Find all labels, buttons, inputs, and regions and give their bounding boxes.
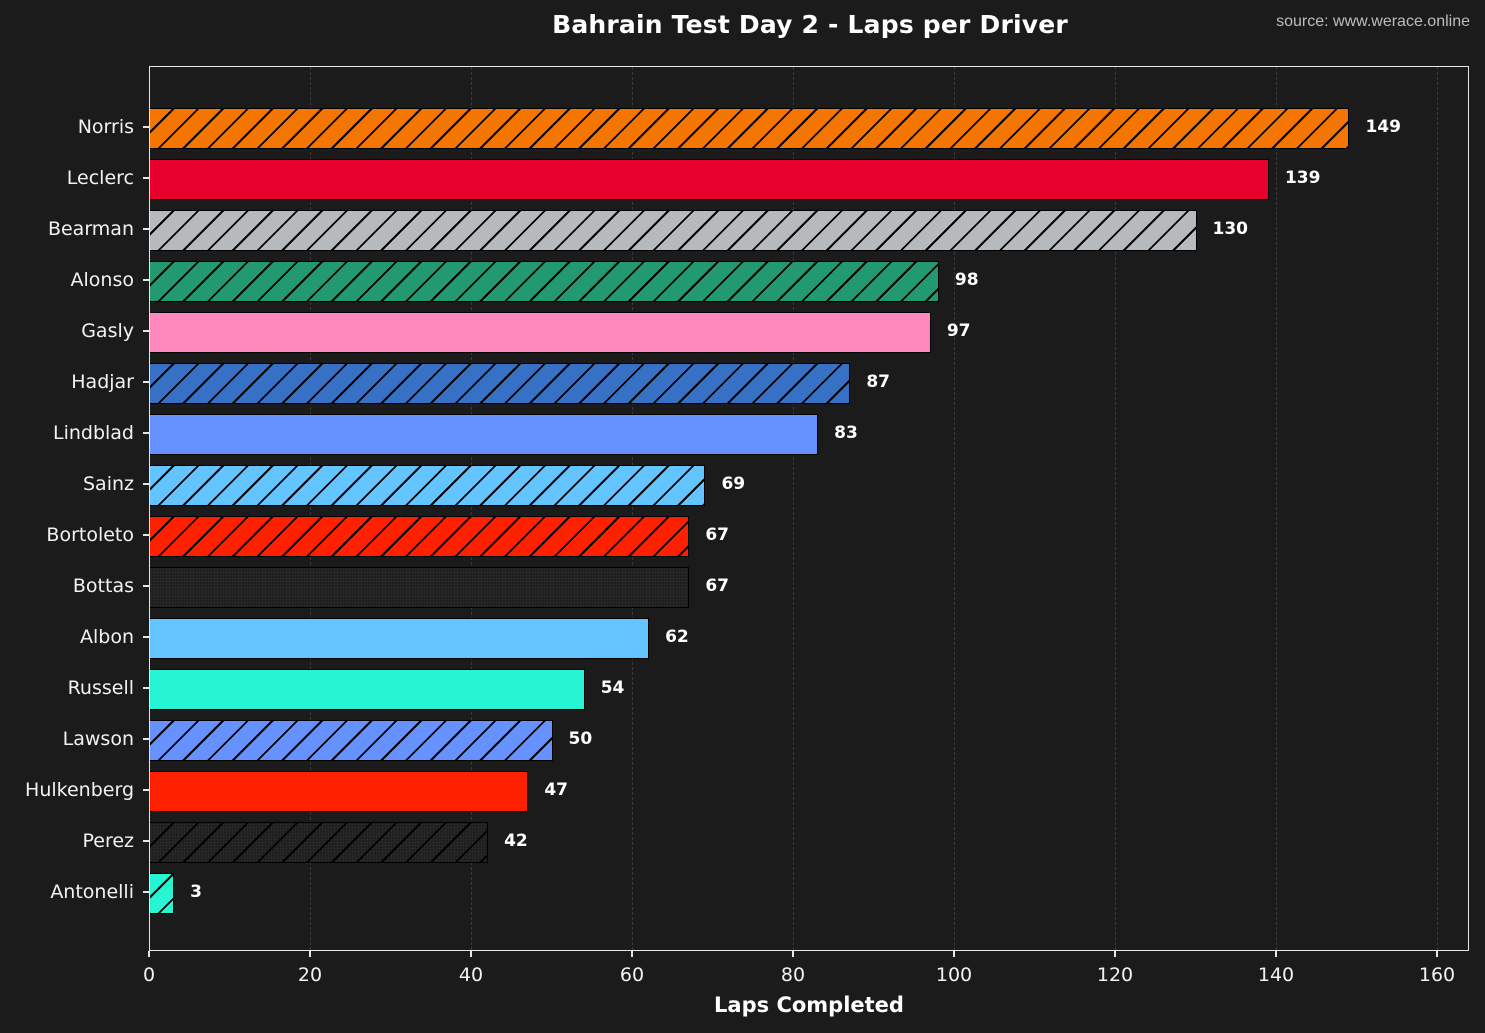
y-tick-label: Antonelli (50, 881, 134, 903)
y-tick-label: Alonso (70, 269, 134, 291)
y-tick (143, 177, 149, 179)
x-tick (1275, 951, 1277, 957)
bar-value-label: 3 (190, 882, 202, 902)
y-tick-label: Albon (79, 626, 134, 648)
bar-perez (150, 821, 489, 863)
bar-value-label: 69 (721, 474, 746, 494)
bar-value-label: 149 (1365, 117, 1401, 137)
bar-leclerc (150, 158, 1269, 200)
x-tick-label: 120 (1096, 964, 1134, 986)
bar-value-label: 67 (705, 525, 730, 545)
bar-value-label: 97 (946, 321, 971, 341)
y-tick-label: Hulkenberg (25, 779, 134, 801)
bar-value-label: 83 (834, 423, 858, 443)
y-tick-label: Hadjar (71, 371, 134, 393)
bar-lawson (150, 719, 553, 761)
y-tick (143, 381, 149, 383)
y-tick (143, 279, 149, 281)
gridline (1276, 67, 1277, 950)
y-tick-label: Bearman (47, 218, 134, 240)
bar-bottas (150, 566, 690, 608)
x-tick (953, 951, 955, 957)
gridline (1115, 67, 1116, 950)
bar-hulkenberg (150, 770, 529, 812)
x-tick-label: 60 (619, 964, 645, 986)
y-tick (143, 330, 149, 332)
bar-value-label: 42 (504, 831, 528, 851)
y-tick-label: Norris (77, 116, 134, 138)
x-tick-label: 0 (142, 964, 156, 986)
y-tick (143, 738, 149, 740)
bar-albon (150, 617, 650, 659)
x-tick (1114, 951, 1116, 957)
y-tick (143, 636, 149, 638)
x-tick (1436, 951, 1438, 957)
bar-norris (150, 107, 1350, 149)
x-tick-label: 40 (458, 964, 484, 986)
x-tick-label: 160 (1418, 964, 1456, 986)
bar-russell (150, 668, 585, 710)
bar-value-label: 62 (665, 627, 689, 647)
x-tick-label: 140 (1257, 964, 1295, 986)
y-tick-label: Sainz (83, 473, 134, 495)
y-tick (143, 432, 149, 434)
y-tick (143, 891, 149, 893)
bar-value-label: 130 (1212, 219, 1249, 239)
y-tick-label: Leclerc (66, 167, 134, 189)
y-tick (143, 687, 149, 689)
bar-lindblad (150, 413, 819, 455)
bar-hadjar (150, 362, 851, 404)
y-tick-label: Gasly (81, 320, 134, 342)
gridline (471, 67, 472, 950)
bar-gasly (150, 311, 931, 353)
y-tick-label: Bottas (72, 575, 134, 597)
x-tick (148, 951, 150, 957)
y-tick (143, 840, 149, 842)
bar-value-label: 139 (1284, 168, 1321, 188)
y-tick (143, 585, 149, 587)
x-tick-label: 20 (297, 964, 323, 986)
y-tick (143, 534, 149, 536)
x-tick (631, 951, 633, 957)
y-tick (143, 228, 149, 230)
x-axis-title: Laps Completed (714, 993, 904, 1017)
y-tick-label: Lindblad (52, 422, 134, 444)
y-tick-label: Russell (67, 677, 134, 699)
bar-bortoleto (150, 515, 690, 557)
gridline (1437, 67, 1438, 950)
x-tick (792, 951, 794, 957)
bar-value-label: 98 (954, 270, 979, 290)
x-tick-label: 80 (780, 964, 806, 986)
gridline (632, 67, 633, 950)
x-tick (470, 951, 472, 957)
x-tick (309, 951, 311, 957)
bar-alonso (150, 260, 939, 302)
bar-bearman (150, 209, 1197, 251)
bar-value-label: 50 (568, 729, 593, 749)
y-tick (143, 126, 149, 128)
gridline (793, 67, 794, 950)
chart-title: Bahrain Test Day 2 - Laps per Driver (552, 10, 1068, 39)
x-tick-label: 100 (935, 964, 973, 986)
bar-antonelli (150, 872, 175, 914)
y-tick-label: Perez (82, 830, 134, 852)
y-tick (143, 789, 149, 791)
bar-value-label: 47 (544, 780, 569, 800)
gridline (310, 67, 311, 950)
bar-value-label: 67 (705, 576, 730, 596)
y-tick-label: Lawson (62, 728, 134, 750)
bar-value-label: 87 (866, 372, 891, 392)
y-tick (143, 483, 149, 485)
bar-sainz (150, 464, 706, 506)
source-annotation: source: www.werace.online (1276, 13, 1470, 30)
plot-area: 149 139 130 98 97 87 83 69 67 67 62 54 50 47 42 3 (149, 66, 1469, 951)
bar-value-label: 54 (600, 678, 625, 698)
gridline (954, 67, 955, 950)
y-tick-label: Bortoleto (46, 524, 134, 546)
